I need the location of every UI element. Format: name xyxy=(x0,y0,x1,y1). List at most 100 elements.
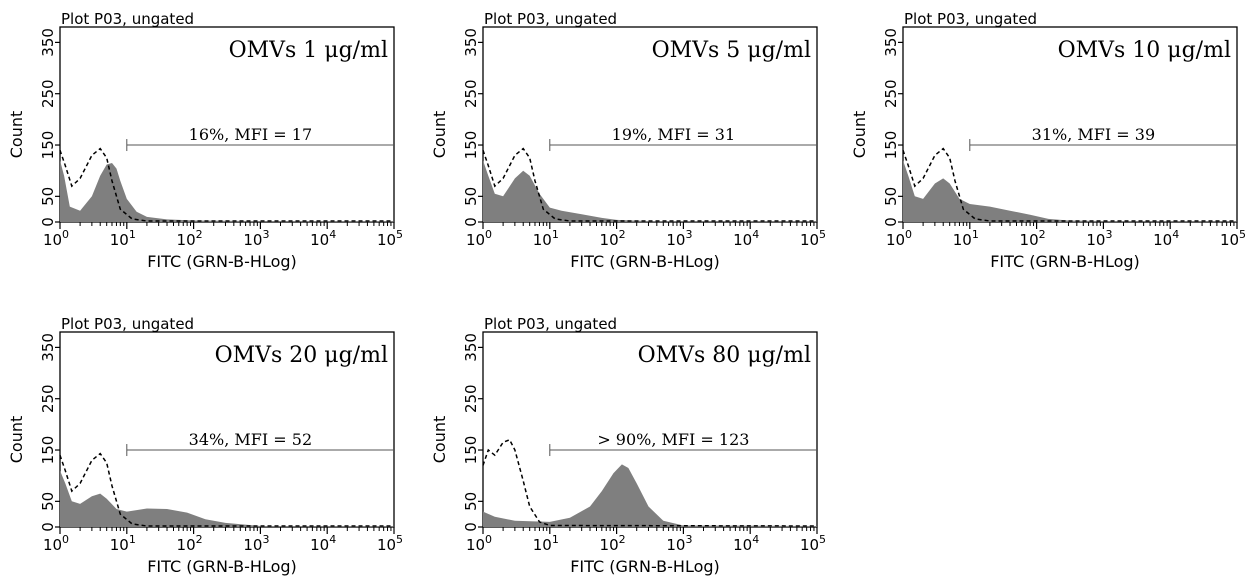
condition-title: OMVs 5 μg/ml xyxy=(652,38,811,63)
y-axis-label: Count xyxy=(7,416,26,464)
filled-histogram xyxy=(60,470,394,527)
y-tick-label: 250 xyxy=(39,384,57,413)
x-tick-label: 100 xyxy=(43,533,69,554)
y-tick-label: 150 xyxy=(39,131,57,160)
y-tick-label: 250 xyxy=(39,79,57,108)
x-tick-label: 100 xyxy=(466,228,492,249)
histogram-panel-5: > 90%, MFI = 123 OMVs 80 μg/ml Plot P03, u… xyxy=(430,315,826,576)
control-histogram xyxy=(482,147,817,222)
y-tick-label: 150 xyxy=(882,131,900,160)
y-tick-label: 250 xyxy=(462,79,480,108)
x-tick-label: 103 xyxy=(666,533,692,554)
gate-annotation: 34%, MFI = 52 xyxy=(189,430,312,449)
y-tick-label: 350 xyxy=(462,28,480,57)
x-tick-label: 104 xyxy=(310,228,336,249)
gate-annotation: 19%, MFI = 31 xyxy=(612,125,735,144)
x-tick-label: 105 xyxy=(800,533,826,554)
x-tick-label: 104 xyxy=(733,228,759,249)
condition-title: OMVs 10 μg/ml xyxy=(1058,38,1231,63)
x-tick-label: 105 xyxy=(1220,228,1246,249)
filled-histogram xyxy=(60,160,394,222)
filled-histogram xyxy=(483,160,817,222)
x-tick-label: 103 xyxy=(243,533,269,554)
histogram-panel-1: 16%, MFI = 17 OMVs 1 μg/ml Plot P03, ungat… xyxy=(7,10,403,271)
control-histogram xyxy=(59,452,394,527)
x-tick-label: 104 xyxy=(1153,228,1179,249)
y-tick-label: 0 xyxy=(39,522,57,532)
y-axis-label: Count xyxy=(430,111,449,159)
plot-label: Plot P03, ungated xyxy=(484,315,617,333)
condition-title: OMVs 1 μg/ml xyxy=(229,38,388,63)
x-axis-label: FITC (GRN-B-HLog) xyxy=(570,252,720,271)
control-histogram xyxy=(482,438,818,527)
x-axis-label: FITC (GRN-B-HLog) xyxy=(990,252,1140,271)
y-tick-label: 150 xyxy=(39,436,57,465)
gate-annotation: > 90%, MFI = 123 xyxy=(597,430,749,449)
x-tick-label: 102 xyxy=(600,533,626,554)
plot-frame xyxy=(59,331,395,528)
y-tick-label: 50 xyxy=(462,492,480,511)
control-histogram xyxy=(59,147,394,222)
y-tick-label: 250 xyxy=(882,79,900,108)
x-tick-label: 103 xyxy=(666,228,692,249)
x-tick-label: 103 xyxy=(1086,228,1112,249)
plot-frame xyxy=(902,26,1238,223)
gate-annotation: 31%, MFI = 39 xyxy=(1032,125,1155,144)
y-tick-label: 50 xyxy=(39,492,57,511)
y-tick-label: 250 xyxy=(462,384,480,413)
y-axis-label: Count xyxy=(7,111,26,159)
condition-title: OMVs 20 μg/ml xyxy=(215,343,388,368)
y-tick-label: 150 xyxy=(462,131,480,160)
y-tick-label: 0 xyxy=(882,217,900,227)
y-tick-label: 350 xyxy=(462,333,480,362)
x-tick-label: 103 xyxy=(243,228,269,249)
y-tick-label: 350 xyxy=(882,28,900,57)
plot-frame xyxy=(482,331,818,528)
x-tick-label: 105 xyxy=(377,228,403,249)
filled-histogram xyxy=(483,464,817,527)
y-tick-label: 50 xyxy=(462,187,480,206)
x-tick-label: 101 xyxy=(533,533,559,554)
histogram-panel-2: 19%, MFI = 31 OMVs 5 μg/ml Plot P03, ungat… xyxy=(430,10,826,271)
x-tick-label: 101 xyxy=(533,228,559,249)
y-tick-label: 50 xyxy=(882,187,900,206)
plot-label: Plot P03, ungated xyxy=(61,10,194,28)
y-tick-label: 350 xyxy=(39,333,57,362)
histogram-panel-3: 31%, MFI = 39 OMVs 10 μg/ml Plot P03, unga… xyxy=(850,10,1246,271)
gate-annotation: 16%, MFI = 17 xyxy=(189,125,312,144)
y-axis-label: Count xyxy=(430,416,449,464)
x-tick-label: 101 xyxy=(110,228,136,249)
x-tick-label: 102 xyxy=(177,228,203,249)
plot-label: Plot P03, ungated xyxy=(484,10,617,28)
x-tick-label: 104 xyxy=(310,533,336,554)
control-histogram xyxy=(902,147,1237,222)
x-axis-label: FITC (GRN-B-HLog) xyxy=(147,252,297,271)
y-tick-label: 0 xyxy=(462,522,480,532)
y-tick-label: 0 xyxy=(462,217,480,227)
x-tick-label: 102 xyxy=(1020,228,1046,249)
x-tick-label: 100 xyxy=(466,533,492,554)
x-tick-label: 104 xyxy=(733,533,759,554)
condition-title: OMVs 80 μg/ml xyxy=(638,343,811,368)
x-tick-label: 102 xyxy=(600,228,626,249)
x-tick-label: 101 xyxy=(110,533,136,554)
x-tick-label: 105 xyxy=(800,228,826,249)
x-tick-label: 105 xyxy=(377,533,403,554)
x-axis-label: FITC (GRN-B-HLog) xyxy=(570,557,720,576)
y-tick-label: 350 xyxy=(39,28,57,57)
plot-frame xyxy=(482,26,818,223)
y-tick-label: 50 xyxy=(39,187,57,206)
plot-label: Plot P03, ungated xyxy=(904,10,1037,28)
plot-label: Plot P03, ungated xyxy=(61,315,194,333)
y-tick-label: 150 xyxy=(462,436,480,465)
x-tick-label: 102 xyxy=(177,533,203,554)
x-axis-label: FITC (GRN-B-HLog) xyxy=(147,557,297,576)
histogram-panel-4: 34%, MFI = 52 OMVs 20 μg/ml Plot P03, unga… xyxy=(7,315,403,576)
y-tick-label: 0 xyxy=(39,217,57,227)
x-tick-label: 100 xyxy=(43,228,69,249)
x-tick-label: 100 xyxy=(886,228,912,249)
filled-histogram xyxy=(903,160,1237,222)
x-tick-label: 101 xyxy=(953,228,979,249)
y-axis-label: Count xyxy=(850,111,869,159)
